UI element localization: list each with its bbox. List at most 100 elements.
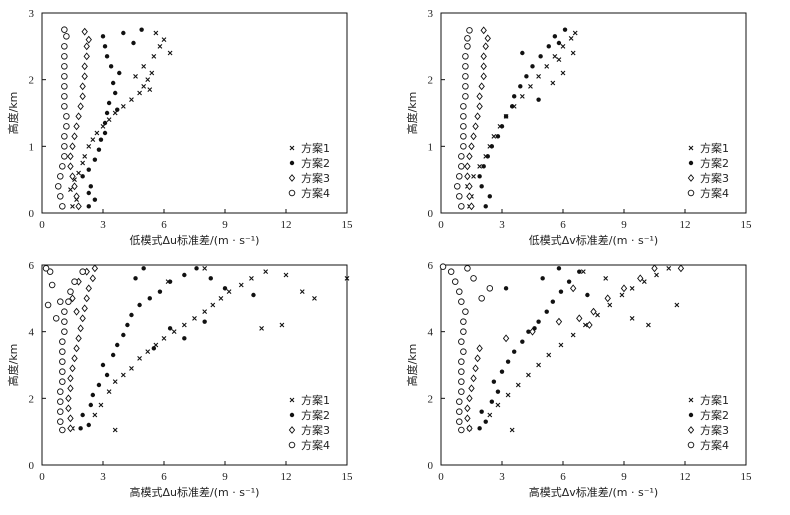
- data-point: [102, 44, 108, 49]
- data-point: [576, 314, 583, 323]
- data-point: [456, 173, 463, 180]
- data-point: [222, 286, 228, 291]
- data-point: [96, 147, 102, 152]
- data-point: [171, 329, 177, 335]
- data-point: [458, 426, 465, 434]
- data-point: [57, 173, 64, 180]
- data-point: [471, 173, 476, 179]
- data-point: [505, 392, 511, 398]
- data-point: [466, 424, 473, 433]
- data-point: [518, 84, 523, 89]
- data-point: [462, 93, 469, 100]
- data-point: [458, 388, 465, 395]
- data-point: [556, 40, 562, 46]
- data-point: [65, 394, 72, 403]
- data-point: [120, 103, 126, 109]
- data-point: [76, 170, 81, 176]
- legend-label: 方案2: [700, 408, 729, 422]
- y-tick-label: 0: [29, 460, 35, 472]
- series-4: [55, 26, 70, 210]
- data-point: [73, 344, 80, 353]
- data-point: [540, 276, 545, 281]
- data-point: [57, 388, 64, 395]
- data-point: [666, 265, 672, 271]
- data-point: [570, 332, 576, 338]
- data-point: [577, 269, 582, 274]
- y-tick-label: 3: [29, 8, 35, 20]
- data-point: [458, 203, 465, 210]
- data-point: [145, 77, 151, 83]
- data-point: [81, 27, 88, 36]
- data-point: [520, 50, 525, 56]
- data-point: [61, 153, 68, 160]
- series-3: [464, 264, 685, 433]
- data-point: [59, 203, 66, 210]
- data-point: [79, 268, 86, 275]
- data-point: [102, 130, 108, 136]
- y-axis-label: 高度/km: [6, 344, 20, 387]
- data-point: [480, 52, 487, 61]
- data-point: [629, 285, 635, 291]
- data-point: [57, 408, 64, 415]
- data-point: [468, 142, 475, 151]
- data-point: [73, 192, 80, 201]
- data-point: [646, 322, 651, 328]
- data-point: [460, 348, 467, 355]
- data-point: [447, 268, 455, 275]
- data-point: [479, 409, 484, 414]
- data-point: [90, 392, 96, 398]
- data-point: [558, 289, 564, 294]
- data-point: [470, 374, 477, 383]
- data-point: [536, 362, 541, 368]
- data-point: [468, 384, 475, 393]
- data-point: [167, 279, 173, 284]
- data-point: [509, 104, 515, 109]
- data-point: [52, 315, 60, 322]
- data-point: [619, 292, 625, 298]
- series-2: [80, 27, 144, 209]
- data-point: [458, 163, 465, 170]
- data-point: [69, 294, 76, 303]
- data-point: [61, 308, 68, 315]
- legend-label: 方案3: [700, 171, 729, 185]
- data-point: [456, 288, 463, 295]
- data-point: [67, 288, 74, 295]
- data-point: [102, 120, 108, 126]
- data-point: [464, 265, 471, 272]
- legend-marker: [687, 426, 695, 434]
- data-point: [458, 358, 465, 365]
- data-point: [133, 73, 138, 79]
- data-point: [460, 133, 467, 140]
- data-point: [544, 63, 550, 69]
- x-tick-label: 12: [680, 219, 691, 231]
- data-point: [509, 427, 515, 433]
- x-tick-label: 0: [39, 219, 45, 231]
- data-point: [112, 379, 118, 385]
- data-point: [562, 27, 568, 32]
- data-point: [57, 193, 64, 200]
- data-point: [59, 348, 66, 355]
- data-point: [61, 143, 68, 150]
- x-axis-label: 低模式Δu标准差/(m · s⁻¹): [130, 233, 260, 247]
- data-point: [67, 152, 74, 161]
- data-point: [59, 163, 66, 170]
- data-point: [474, 354, 481, 363]
- series-2: [477, 266, 590, 431]
- plot-frame: [41, 12, 348, 214]
- data-point: [129, 312, 134, 318]
- data-point: [458, 153, 465, 160]
- data-point: [182, 272, 187, 278]
- data-point: [67, 162, 74, 171]
- data-point: [460, 328, 467, 335]
- data-point: [489, 399, 495, 404]
- data-point: [505, 359, 511, 364]
- data-point: [468, 202, 475, 211]
- series-4: [439, 263, 494, 434]
- data-point: [115, 342, 120, 348]
- x-tick-label: 15: [342, 219, 354, 231]
- x-tick-label: 3: [100, 219, 106, 231]
- data-point: [560, 43, 566, 49]
- data-point: [456, 193, 463, 200]
